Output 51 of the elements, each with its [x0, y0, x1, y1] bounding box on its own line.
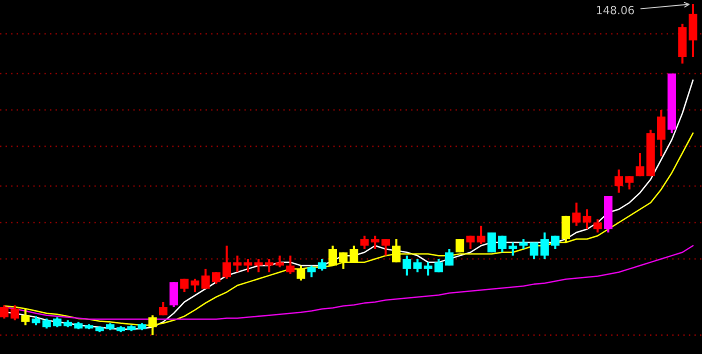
candlestick — [328, 244, 337, 267]
candlestick — [530, 241, 538, 260]
candlestick — [339, 251, 348, 270]
candlestick — [180, 278, 189, 294]
candlestick — [498, 234, 506, 254]
candlestick — [370, 234, 380, 250]
candlestick — [286, 254, 295, 275]
candlestick — [0, 304, 8, 320]
candlestick — [582, 208, 592, 230]
candlestick — [519, 238, 528, 250]
candlestick — [190, 278, 200, 294]
candlestick — [456, 238, 464, 254]
candlestick — [52, 316, 62, 328]
candlestick — [413, 258, 422, 274]
candlestick — [307, 264, 316, 278]
candlestick — [656, 108, 666, 158]
candlestick — [318, 258, 326, 272]
candlestick — [551, 234, 560, 250]
candlestick — [276, 254, 284, 268]
candlestick — [264, 258, 274, 274]
candlestick — [212, 271, 220, 285]
candlestick — [508, 241, 518, 257]
candlestick — [350, 244, 358, 264]
candlestick — [233, 254, 242, 274]
candlestick — [42, 318, 51, 330]
candlestick — [572, 202, 581, 227]
candlestick — [625, 175, 634, 190]
candlestick — [636, 152, 644, 178]
candlestick — [381, 238, 390, 257]
candlestick — [476, 224, 486, 246]
candlestick — [562, 214, 570, 244]
candlestick — [170, 281, 178, 308]
candlestick — [540, 231, 549, 260]
annotation: 148.06 — [596, 6, 634, 14]
candlestick — [424, 261, 432, 277]
candlestick — [593, 218, 602, 234]
candlestick — [296, 264, 306, 282]
candlestick — [434, 258, 443, 274]
candlestick — [614, 168, 624, 194]
candlestick — [445, 248, 454, 267]
candlestick — [201, 268, 210, 290]
candlestick — [254, 258, 263, 274]
candlestick — [158, 300, 168, 316]
candlestick — [466, 234, 475, 250]
candlestick — [244, 258, 252, 274]
candlestick — [360, 234, 369, 250]
candlestick — [487, 231, 496, 254]
candlestick — [392, 238, 401, 264]
candlestick — [10, 304, 20, 322]
candlestick — [402, 254, 412, 277]
candlestick — [222, 244, 231, 280]
